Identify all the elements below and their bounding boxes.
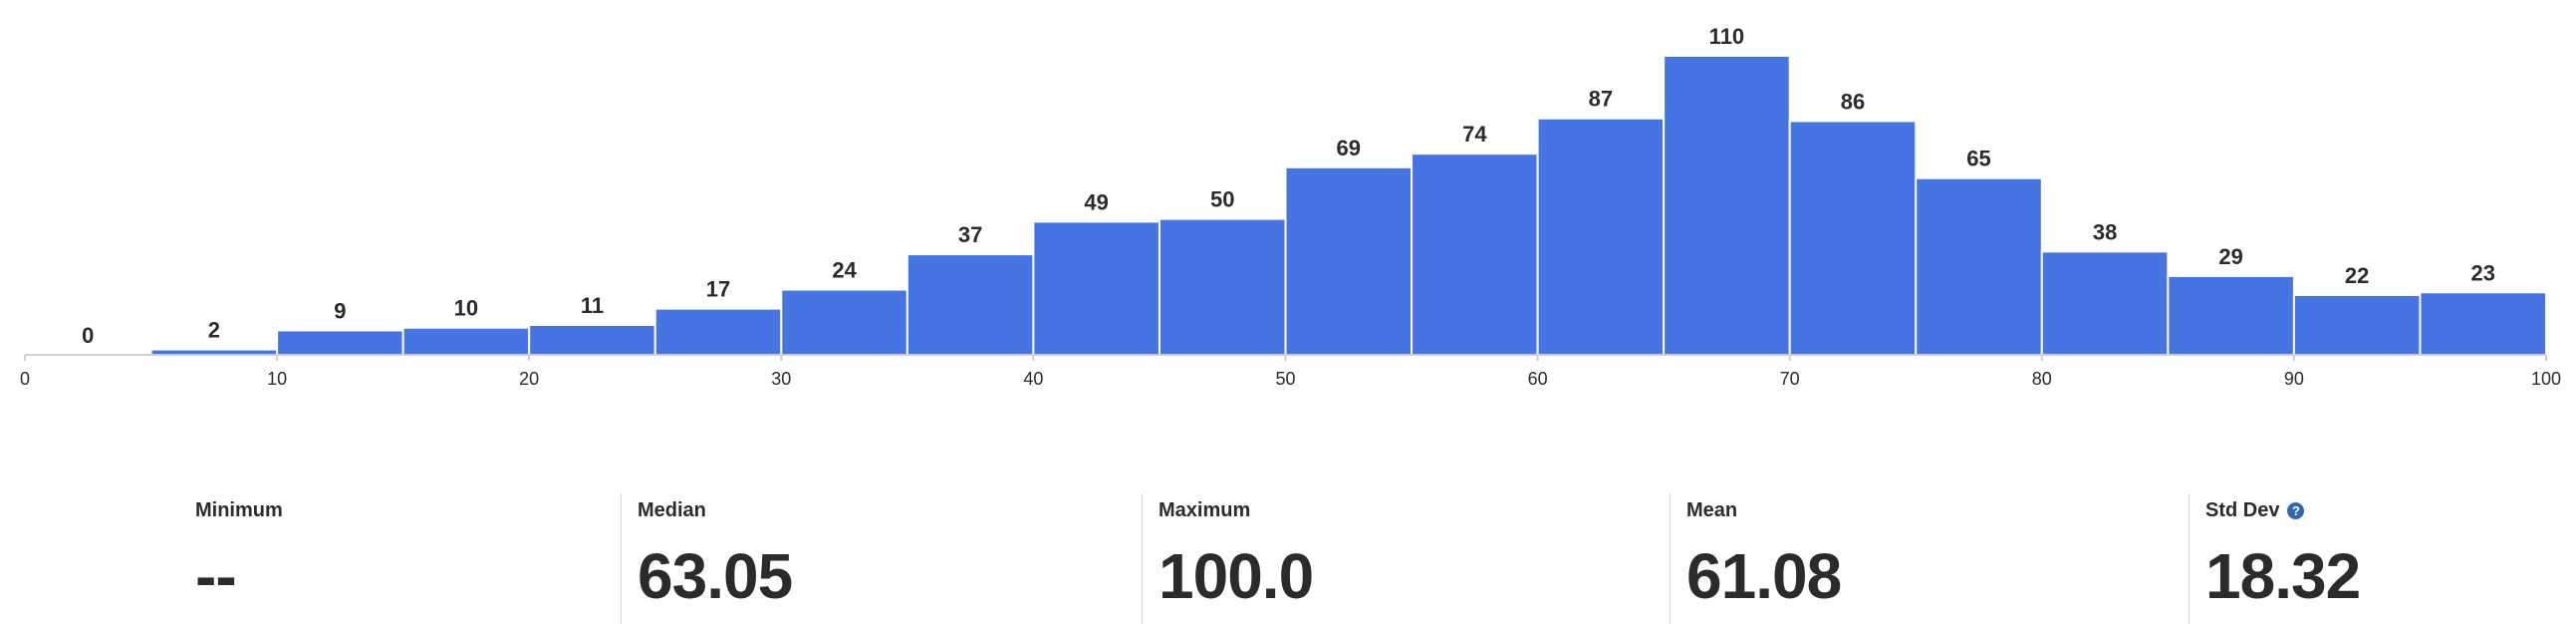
- histogram-bar[interactable]: [905, 253, 1035, 356]
- bar-value-label: 24: [832, 258, 857, 283]
- bar-value-label: 29: [2218, 244, 2242, 269]
- histogram-bar[interactable]: [653, 307, 783, 356]
- divider: [621, 493, 622, 624]
- x-tick-label: 20: [519, 369, 539, 389]
- x-tick-label: 30: [771, 369, 791, 389]
- x-tick-label: 50: [1275, 369, 1295, 389]
- divider: [2189, 493, 2190, 624]
- bar-value-label: 38: [2093, 219, 2117, 244]
- stat-median-value: 63.05: [638, 540, 793, 612]
- bar-value-label: 37: [958, 222, 982, 247]
- histogram-bar[interactable]: [2292, 294, 2422, 356]
- bar-value-label: 23: [2470, 260, 2494, 285]
- bars: [149, 55, 2547, 357]
- histogram-bar[interactable]: [2419, 291, 2547, 357]
- help-icon[interactable]: ?: [2287, 502, 2305, 519]
- bar-value-label: 11: [581, 293, 604, 318]
- stat-maximum-value: 100.0: [1159, 540, 1314, 612]
- bar-value-label: 50: [1210, 187, 1234, 212]
- x-axis-ticks: 0 10 20 30 40 50 60 70 80 90 100: [20, 355, 2561, 389]
- histogram-bar[interactable]: [2167, 274, 2295, 356]
- histogram-bar[interactable]: [1788, 120, 1918, 356]
- histogram-bar[interactable]: [276, 329, 404, 357]
- bar-value-label: 2: [208, 318, 220, 343]
- x-tick-label: 40: [1023, 369, 1043, 389]
- bar-value-label: 49: [1084, 189, 1108, 214]
- x-tick-label: 80: [2032, 369, 2052, 389]
- bar-value-label: 10: [454, 296, 478, 321]
- histogram-bar[interactable]: [1284, 165, 1414, 356]
- bar-value-label: 74: [1462, 122, 1487, 147]
- stat-mean-value: 61.08: [1686, 540, 1842, 612]
- stat-minimum-label: Minimum: [195, 499, 283, 521]
- divider: [1142, 493, 1143, 624]
- stat-maximum-label: Maximum: [1159, 499, 1251, 521]
- histogram-bar[interactable]: [2040, 250, 2170, 356]
- x-tick-label: 100: [2531, 369, 2561, 389]
- bar-value-label: 17: [706, 277, 730, 302]
- histogram-bar[interactable]: [1032, 220, 1160, 356]
- histogram-bar[interactable]: [1663, 55, 1791, 356]
- divider: [1670, 493, 1671, 624]
- x-tick-label: 10: [267, 369, 287, 389]
- x-tick-label: 0: [20, 369, 30, 389]
- x-tick-label: 70: [1780, 369, 1800, 389]
- histogram-bar[interactable]: [1411, 153, 1539, 356]
- bar-value-label: 86: [1841, 89, 1865, 114]
- bar-value-label: 69: [1337, 136, 1361, 160]
- stat-minimum-value: --: [195, 540, 237, 612]
- stat-mean-label: Mean: [1686, 499, 1738, 521]
- bar-value-label: 9: [334, 298, 346, 323]
- stat-median-label: Median: [638, 499, 706, 521]
- bar-value-label: 110: [1709, 24, 1745, 49]
- histogram-bar[interactable]: [528, 324, 656, 356]
- histogram-bar[interactable]: [401, 326, 531, 356]
- histogram-bar[interactable]: [780, 288, 908, 356]
- stat-std-dev-label-row: Std Dev ?: [2205, 499, 2305, 522]
- stat-std-dev-label: Std Dev: [2205, 499, 2280, 521]
- summary-statistics: Minimum -- Median 63.05 Maximum 100.0 Me…: [0, 493, 2576, 624]
- bar-value-label: 0: [82, 323, 94, 348]
- bar-value-label: 65: [1966, 147, 1990, 171]
- histogram-bar[interactable]: [1536, 117, 1666, 356]
- stat-std-dev-value: 18.32: [2205, 540, 2361, 612]
- x-tick-label: 90: [2284, 369, 2304, 389]
- bar-value-label: 22: [2345, 263, 2369, 288]
- histogram-bar[interactable]: [1158, 217, 1287, 356]
- histogram-bar[interactable]: [1915, 176, 2043, 356]
- x-tick-label: 60: [1528, 369, 1548, 389]
- bar-value-label: 87: [1589, 87, 1613, 112]
